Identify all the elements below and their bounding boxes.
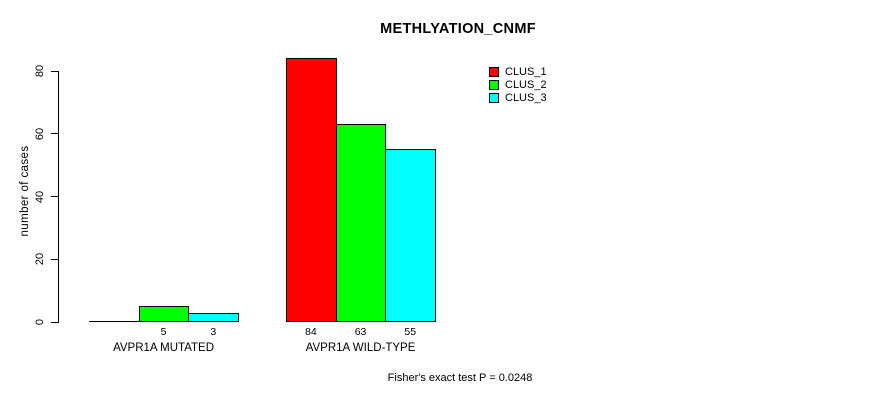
- y-tick-mark: [51, 133, 58, 135]
- bar-value-label: 84: [305, 326, 317, 338]
- y-tick-mark: [51, 196, 58, 197]
- fisher-test-annotation: Fisher's exact test P = 0.0248: [387, 372, 533, 384]
- y-axis-line: [58, 71, 59, 323]
- bar-clus-3-group-1: [385, 149, 437, 322]
- legend-label-clus-1: CLUS_1: [505, 65, 547, 78]
- legend-swatch-clus-3-icon: [489, 92, 499, 103]
- bar-value-label: 3: [210, 326, 217, 338]
- y-tick-label: 60: [34, 127, 46, 140]
- x-category-label-1: AVPR1A WILD-TYPE: [305, 342, 416, 354]
- legend-label-clus-2: CLUS_2: [505, 78, 547, 91]
- bar-value-label: 63: [354, 326, 367, 338]
- bar-clus-1-group-1: [286, 58, 337, 322]
- chart-title: METHLYATION_CNMF: [380, 21, 536, 37]
- y-tick-mark: [51, 70, 58, 72]
- y-tick-mark: [51, 258, 58, 260]
- y-tick-label: 40: [34, 190, 46, 203]
- bar-clus-2-group-0: [138, 306, 190, 322]
- bar-clus-1-group-0: [89, 321, 140, 322]
- legend-item-clus-1: CLUS_1: [489, 65, 547, 78]
- legend: CLUS_1 CLUS_2 CLUS_3: [489, 65, 547, 104]
- y-axis-label: number of cases: [19, 145, 31, 237]
- legend-item-clus-3: CLUS_3: [489, 91, 547, 104]
- bar-clus-2-group-1: [335, 124, 387, 322]
- legend-label-clus-3: CLUS_3: [505, 91, 547, 104]
- bar-clus-3-group-0: [188, 312, 240, 322]
- y-tick-label: 80: [34, 64, 46, 78]
- bar-value-label: 5: [160, 326, 167, 338]
- bar-value-label: 55: [404, 326, 417, 338]
- legend-swatch-clus-1-icon: [489, 66, 499, 77]
- x-category-label-0: AVPR1A MUTATED: [113, 342, 215, 354]
- legend-item-clus-2: CLUS_2: [489, 78, 547, 91]
- legend-swatch-clus-2-icon: [489, 79, 499, 90]
- y-tick-label: 0: [34, 318, 46, 326]
- y-tick-label: 20: [34, 253, 46, 266]
- y-tick-mark: [51, 321, 58, 323]
